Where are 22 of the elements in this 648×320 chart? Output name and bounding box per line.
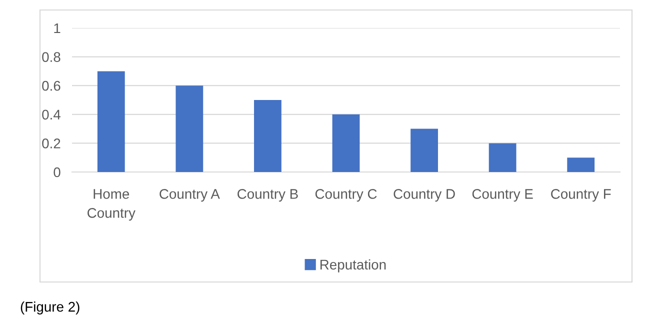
bar	[254, 100, 282, 172]
y-tick-label: 0.4	[42, 110, 60, 120]
x-tick-label: Country A	[160, 189, 220, 202]
x-tick-label: Country E	[472, 189, 533, 202]
y-tick-label: 0.6	[42, 80, 60, 91]
legend-label: Reputation	[320, 259, 386, 272]
bar	[176, 86, 204, 172]
y-tick-label: 0.8	[42, 52, 60, 62]
bar	[488, 143, 516, 172]
bar	[410, 128, 438, 172]
y-tick-label: 0.2	[42, 138, 60, 148]
x-tick-label: Country D	[394, 189, 455, 202]
y-tick-label: 1	[54, 23, 60, 34]
text: (Figure 2)	[20, 302, 80, 314]
x-tick-label: Home Country	[88, 189, 136, 221]
bar	[332, 114, 360, 172]
x-tick-label: Country B	[238, 189, 298, 202]
x-tick-label: Country C	[315, 189, 377, 202]
y-tick-label: 0	[54, 167, 60, 178]
bar	[97, 71, 125, 172]
bar	[567, 158, 595, 172]
x-tick-label: Country F	[551, 189, 611, 202]
